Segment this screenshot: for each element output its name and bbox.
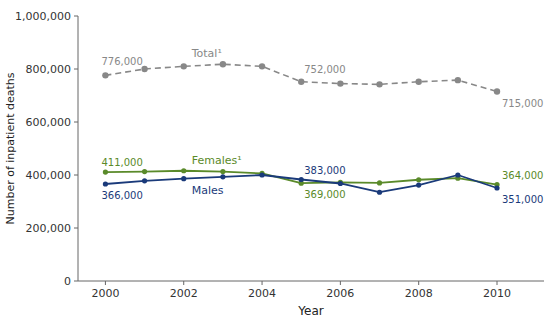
annotation: 411,000 xyxy=(101,157,142,168)
y-axis xyxy=(78,16,79,281)
annotation: 351,000 xyxy=(502,194,543,205)
series-point xyxy=(181,168,186,173)
y-tick xyxy=(74,122,78,123)
y-tick xyxy=(74,175,78,176)
series-point xyxy=(259,63,265,69)
y-tick xyxy=(74,228,78,229)
series-point xyxy=(494,88,500,94)
series-point xyxy=(142,169,147,174)
series-point xyxy=(377,190,382,195)
x-tick-label: 2002 xyxy=(170,287,198,300)
x-tick xyxy=(105,281,106,285)
series-point xyxy=(416,182,421,187)
series-label: Total¹ xyxy=(191,47,222,60)
y-tick xyxy=(74,281,78,282)
annotation: 366,000 xyxy=(101,190,142,201)
series-point xyxy=(416,177,421,182)
y-tick xyxy=(74,16,78,17)
series-point xyxy=(337,80,343,86)
y-axis-label: Number of inpatient deaths xyxy=(4,72,17,224)
plot-area xyxy=(102,61,500,195)
annotation: 715,000 xyxy=(502,98,543,109)
x-tick xyxy=(497,281,498,285)
series-label: Females¹ xyxy=(192,154,242,167)
y-tick-label: 600,000 xyxy=(26,116,72,129)
y-tick-label: 800,000 xyxy=(26,63,72,76)
series-line xyxy=(105,175,497,192)
x-axis xyxy=(78,281,544,282)
y-tick-label: 400,000 xyxy=(26,169,72,182)
y-tick-label: 1,000,000 xyxy=(15,10,71,23)
y-tick xyxy=(74,69,78,70)
y-tick-label: 0 xyxy=(64,275,71,288)
x-tick-label: 2000 xyxy=(91,287,119,300)
series-point xyxy=(377,180,382,185)
x-tick-label: 2006 xyxy=(326,287,354,300)
y-tick-label: 200,000 xyxy=(26,222,72,235)
x-tick xyxy=(262,281,263,285)
series-point xyxy=(298,79,304,85)
series-point xyxy=(220,169,225,174)
x-tick-label: 2010 xyxy=(483,287,511,300)
series-point xyxy=(415,79,421,85)
series-line xyxy=(105,64,497,91)
series-point xyxy=(220,61,226,67)
series-point xyxy=(220,174,225,179)
series-point xyxy=(102,72,108,78)
series-point xyxy=(299,177,304,182)
series-point xyxy=(181,63,187,69)
series-point xyxy=(376,81,382,87)
annotation: 752,000 xyxy=(304,64,345,75)
x-tick xyxy=(418,281,419,285)
series-point xyxy=(181,176,186,181)
annotation: 776,000 xyxy=(101,56,142,67)
annotation: 383,000 xyxy=(304,165,345,176)
series-point xyxy=(338,181,343,186)
x-tick xyxy=(183,281,184,285)
x-axis-label: Year xyxy=(297,304,323,318)
series-point xyxy=(455,77,461,83)
series-label: Males xyxy=(192,184,224,197)
annotation: 369,000 xyxy=(304,189,345,200)
series-point xyxy=(494,185,499,190)
x-tick-label: 2004 xyxy=(248,287,276,300)
series-point xyxy=(142,178,147,183)
x-tick xyxy=(340,281,341,285)
series-point xyxy=(103,169,108,174)
series-point xyxy=(455,172,460,177)
series-point xyxy=(103,181,108,186)
annotation: 364,000 xyxy=(502,170,543,181)
x-tick-label: 2008 xyxy=(405,287,433,300)
series-point xyxy=(259,172,264,177)
chart: 0 200,000 400,000 600,000 800,000 1,000,000 20… xyxy=(0,0,560,323)
